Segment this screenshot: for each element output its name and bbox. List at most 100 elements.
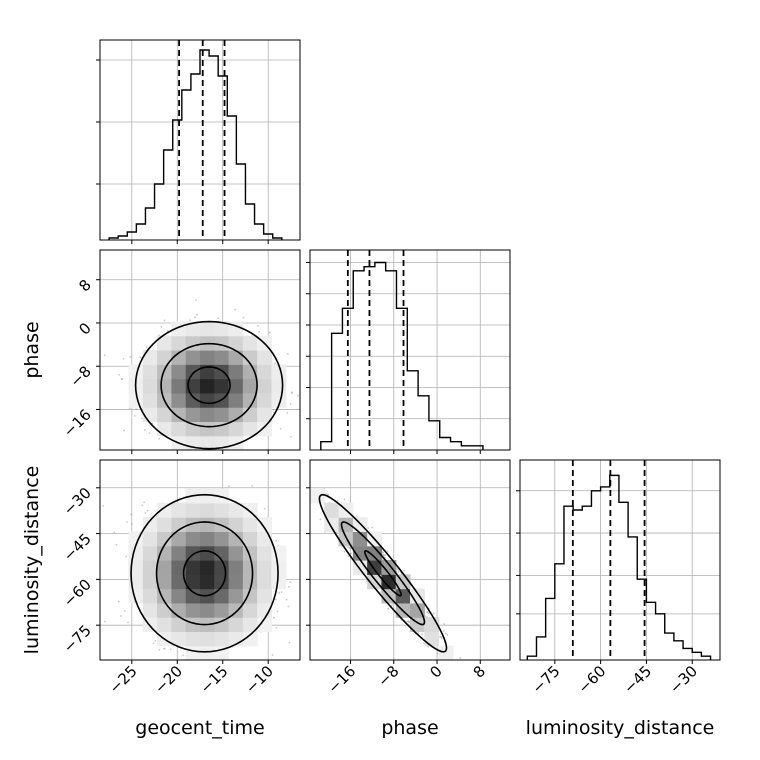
sample-point	[146, 509, 149, 512]
sample-point	[166, 330, 169, 332]
sample-point	[290, 392, 293, 395]
sample-point	[194, 316, 196, 319]
density-cell	[228, 421, 244, 437]
histogram-steps	[320, 261, 484, 450]
density-cell	[200, 574, 215, 590]
sample-point	[95, 380, 97, 382]
density-layer	[102, 484, 292, 660]
sample-point	[135, 408, 138, 410]
sample-point	[118, 374, 121, 376]
density-cell	[142, 560, 158, 575]
density-cell	[257, 545, 273, 561]
density-cell	[228, 364, 244, 380]
density-cell	[128, 588, 144, 604]
panel-frame	[519, 459, 721, 661]
density-cell	[242, 378, 258, 394]
density-cell	[228, 517, 244, 533]
sample-point	[117, 600, 120, 603]
density-cell	[271, 392, 287, 408]
density-cell	[257, 617, 273, 633]
sample-point	[163, 319, 166, 322]
contour-level-2	[155, 521, 254, 626]
sample-point	[403, 569, 406, 572]
density-cell	[228, 617, 244, 633]
density-cell	[142, 588, 158, 604]
density-cell	[228, 502, 244, 518]
density-cell	[128, 545, 144, 561]
density-cell	[200, 378, 215, 394]
sample-point	[234, 308, 236, 311]
density-cell	[257, 602, 273, 618]
x-tick-label: −8	[374, 662, 402, 690]
density-cell	[367, 545, 383, 561]
density-cell	[228, 574, 244, 590]
sample-point	[125, 555, 128, 558]
sample-point	[143, 429, 146, 431]
sample-point	[426, 611, 429, 613]
density-cell	[257, 392, 273, 408]
sample-point	[189, 319, 192, 322]
density-cell	[171, 364, 187, 380]
density-cell	[157, 531, 173, 547]
density-cell	[185, 631, 201, 647]
density-cell	[228, 545, 244, 561]
density-cell	[185, 617, 201, 633]
sample-point	[217, 317, 220, 320]
contour-level-1	[364, 550, 402, 597]
sample-point	[444, 632, 447, 635]
sample-point	[128, 407, 131, 410]
sample-point	[258, 330, 261, 333]
density-cell	[271, 574, 287, 590]
scatter-phase-vs-luminosity-distance: −16 −8 0 8	[306, 459, 511, 714]
density-cell	[214, 602, 230, 618]
sample-point	[169, 648, 172, 650]
sample-point	[167, 457, 169, 459]
panels: −75 −60 −45 −30 −16 −8 0 8 −25 −20 −15 −10 −75 −60 −45…	[60, 39, 721, 714]
density-cell	[257, 560, 273, 575]
sample-point	[287, 605, 290, 608]
density-cell	[142, 392, 158, 408]
density-cell	[200, 645, 215, 660]
panel-frame	[309, 249, 511, 451]
sample-point	[141, 417, 143, 420]
density-cell	[171, 531, 187, 547]
scatter-geocent-time-vs-luminosity-distance: −25 −20 −15 −10 −75 −60 −45 −30	[60, 459, 301, 697]
sample-point	[343, 498, 346, 501]
density-cell	[214, 560, 230, 575]
density-cell	[157, 407, 173, 423]
density-cell	[157, 378, 173, 394]
density-cell	[200, 602, 215, 618]
panel-frame	[99, 39, 301, 241]
sample-point	[276, 451, 278, 453]
panel-background	[310, 250, 510, 450]
sample-point	[139, 356, 142, 359]
sample-point	[242, 316, 245, 319]
density-cell	[142, 517, 158, 533]
histogram-phase	[306, 249, 511, 454]
density-cell	[171, 421, 187, 437]
density-cell	[352, 545, 368, 561]
contour-level-3	[134, 320, 284, 450]
sample-point	[223, 452, 225, 454]
y-tick-label: −75	[60, 621, 95, 656]
density-cell	[242, 588, 258, 604]
sample-point	[493, 712, 495, 714]
density-cell	[142, 545, 158, 561]
sample-point	[436, 652, 439, 655]
sample-point	[120, 378, 123, 381]
density-cell	[157, 335, 173, 351]
sample-point	[448, 681, 450, 683]
y-tick-label: 8	[75, 276, 94, 295]
contour-level-3	[318, 493, 448, 653]
sample-point	[163, 648, 165, 650]
sample-point	[446, 633, 449, 636]
sample-point	[417, 632, 420, 634]
density-cell	[271, 560, 287, 575]
density-cell	[242, 574, 258, 590]
sample-point	[272, 408, 275, 411]
sample-point	[192, 452, 194, 454]
y-tick-label: 0	[75, 319, 94, 338]
density-cell	[171, 392, 187, 408]
sample-point	[347, 555, 350, 558]
density-cell	[214, 617, 230, 633]
